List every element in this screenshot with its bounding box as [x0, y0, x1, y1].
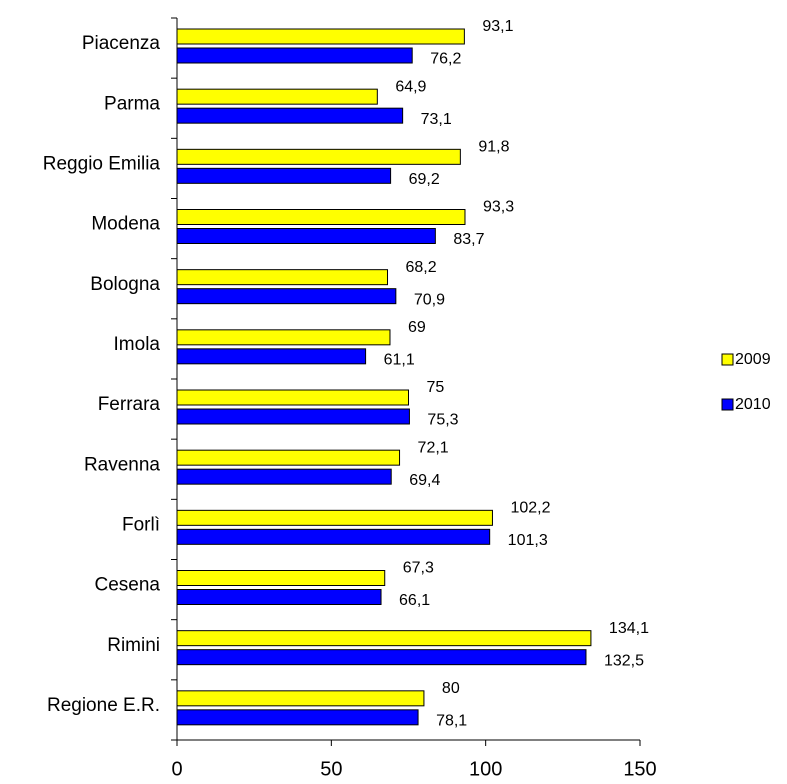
bar — [176, 449, 401, 466]
value-label: 91,8 — [478, 139, 509, 156]
category-label: Bologna — [90, 274, 160, 295]
value-label: 83,7 — [453, 231, 484, 248]
bar — [176, 107, 404, 124]
value-label: 66,1 — [399, 592, 430, 609]
value-label: 102,2 — [510, 500, 550, 517]
bar — [176, 148, 461, 165]
bar — [176, 408, 410, 425]
bar — [176, 88, 378, 105]
bar — [176, 509, 493, 526]
value-label: 80 — [442, 680, 460, 697]
category-label: Reggio Emilia — [43, 153, 161, 174]
value-label: 132,5 — [604, 652, 644, 669]
value-label: 70,9 — [414, 291, 445, 308]
legend-label: 2009 — [735, 351, 771, 368]
category-label: Forlì — [122, 514, 160, 535]
bar — [176, 589, 382, 605]
x-tick-label: 50 — [320, 758, 342, 780]
bar — [176, 709, 419, 726]
legend-swatch — [721, 398, 734, 411]
category-label: Imola — [114, 334, 161, 355]
legend-swatch — [721, 353, 734, 366]
value-label: 78,1 — [436, 713, 467, 730]
value-label: 76,2 — [430, 51, 461, 68]
value-label: 134,1 — [609, 620, 649, 637]
x-tick-label: 0 — [171, 758, 182, 780]
value-label: 75,3 — [427, 412, 458, 429]
value-label: 64,9 — [395, 78, 426, 95]
value-label: 69,4 — [409, 472, 440, 489]
bar — [176, 570, 386, 586]
legend-label: 2010 — [735, 396, 771, 413]
value-label: 61,1 — [384, 352, 415, 369]
x-tick-label: 150 — [623, 758, 656, 780]
bar — [176, 28, 465, 45]
bar — [176, 348, 367, 365]
value-label: 72,1 — [418, 439, 449, 456]
category-label: Parma — [104, 93, 160, 114]
value-label: 93,1 — [482, 18, 513, 35]
value-label: 69 — [408, 319, 426, 336]
bar — [176, 528, 491, 545]
category-label: Ravenna — [84, 454, 160, 475]
category-label: Piacenza — [82, 33, 161, 54]
x-tick-label: 100 — [469, 758, 502, 780]
category-label: Cesena — [95, 575, 161, 596]
value-label: 93,3 — [483, 199, 514, 216]
value-label: 101,3 — [508, 532, 548, 549]
bar — [176, 649, 587, 666]
bar — [176, 690, 425, 707]
bar — [176, 468, 392, 485]
value-label: 73,1 — [421, 111, 452, 128]
category-label: Modena — [91, 214, 160, 235]
value-label: 67,3 — [403, 560, 434, 577]
category-label: Regione E.R. — [47, 695, 160, 716]
value-label: 69,2 — [409, 171, 440, 188]
category-label: Ferrara — [98, 394, 161, 415]
bar — [176, 228, 436, 244]
bar — [176, 288, 397, 305]
bar — [176, 630, 592, 647]
bar — [176, 167, 392, 184]
bar — [176, 389, 409, 406]
bar — [176, 329, 391, 346]
category-label: Rimini — [107, 635, 160, 656]
bar — [176, 47, 413, 64]
bar — [176, 209, 466, 225]
value-label: 68,2 — [406, 259, 437, 276]
value-label: 75 — [427, 379, 445, 396]
bar — [176, 269, 389, 286]
